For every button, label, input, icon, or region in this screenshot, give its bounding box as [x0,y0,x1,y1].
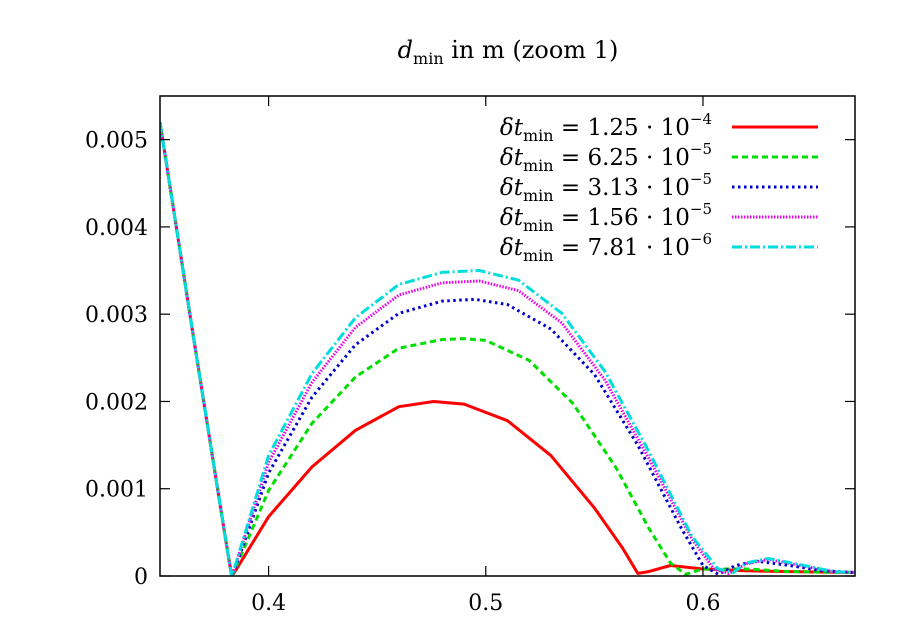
y-tick-label: 0.002 [85,390,148,415]
y-tick-label: 0.003 [85,303,148,328]
legend-label: δtmin = 6.25 · 10−5 [500,140,712,175]
legend-entry: δtmin = 1.25 · 10−4 [500,110,818,145]
legend-label: δtmin = 1.56 · 10−5 [500,200,712,235]
legend-entry: δtmin = 1.56 · 10−5 [500,200,818,235]
title-var: d [398,36,413,64]
y-tick-label: 0 [134,565,148,590]
legend-label: δtmin = 1.25 · 10−4 [500,110,712,145]
y-tick-label: 0.005 [85,129,148,154]
legend-entry: δtmin = 7.81 · 10−6 [500,230,818,265]
x-tick-label: 0.6 [685,591,720,616]
title-text: in m (zoom 1) [444,36,619,64]
chart-title: dmin in m (zoom 1) [398,36,619,68]
legend-label: δtmin = 7.81 · 10−6 [500,230,712,265]
plot-frame [159,95,856,577]
series-layer [160,121,855,576]
legend-entry: δtmin = 6.25 · 10−5 [500,140,818,175]
x-tick-label: 0.5 [468,591,503,616]
y-axis: 0 0.001 0.002 0.003 0.004 0.005 [85,129,855,590]
series-line-3 [160,121,855,576]
y-tick-label: 0.001 [85,478,148,503]
legend-label: δtmin = 3.13 · 10−5 [500,170,712,205]
x-tick-label: 0.4 [251,591,286,616]
title-sub: min [413,49,444,68]
x-axis: 0.4 0.5 0.6 [251,96,720,616]
series-line-5 [160,121,855,576]
legend-entry: δtmin = 3.13 · 10−5 [500,170,818,205]
y-tick-label: 0.004 [85,216,148,241]
